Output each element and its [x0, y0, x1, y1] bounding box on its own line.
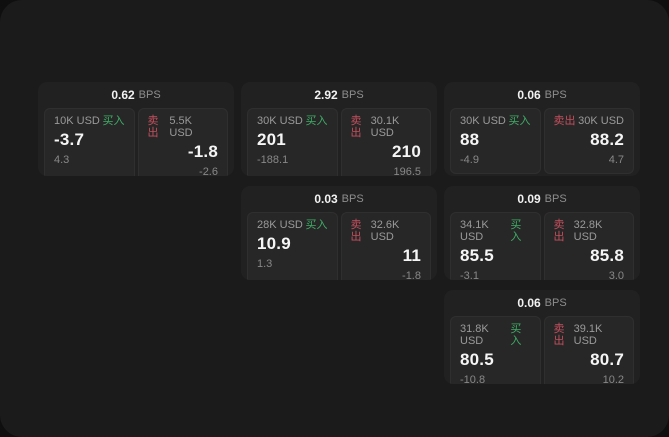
- bps-unit-label: BPS: [138, 89, 161, 101]
- sell-panel[interactable]: 卖出 30K USD 88.2 4.7: [543, 108, 634, 174]
- buy-panel[interactable]: 34.1K USD 买入 85.5 -3.1: [450, 212, 541, 280]
- buy-panel[interactable]: 30K USD 买入 201 -188.1: [247, 108, 338, 176]
- buy-price: 88: [460, 130, 480, 149]
- sell-price: 88.2: [590, 130, 624, 149]
- buy-label: 买入: [305, 115, 328, 127]
- sell-change: 3.0: [608, 270, 624, 280]
- sell-panel[interactable]: 卖出 39.1K USD 80.7 10.2: [543, 316, 634, 384]
- sell-change: -2.6: [199, 166, 218, 176]
- bps-value: 0.03: [314, 192, 338, 206]
- sell-price: -1.8: [187, 142, 218, 161]
- sell-price: 11: [402, 246, 421, 265]
- buy-label: 买入: [510, 323, 522, 347]
- buy-label: 买入: [102, 115, 125, 127]
- quote-card-4: 0.03 BPS 28K USD 买入 10.9 1.3 卖出 32.6K US…: [241, 186, 437, 280]
- sell-label: 卖出: [147, 115, 159, 139]
- buy-price: 10.9: [257, 234, 291, 253]
- sell-label: 卖出: [350, 115, 362, 139]
- buy-amount: 30K USD: [257, 115, 303, 127]
- sell-change: 196.5: [393, 166, 421, 176]
- quote-card-6: 0.06 BPS 31.8K USD 买入 80.5 -10.8 卖出 39.1…: [444, 290, 640, 384]
- buy-change: -3.1: [460, 270, 479, 280]
- sell-panel[interactable]: 卖出 32.8K USD 85.8 3.0: [543, 212, 634, 280]
- buy-label: 买入: [305, 219, 328, 231]
- buy-panel[interactable]: 10K USD 买入 -3.7 4.3: [44, 108, 135, 176]
- quote-card-3: 0.06 BPS 30K USD 买入 88 -4.9 卖出 30K USD: [444, 82, 640, 176]
- bps-header: 0.03 BPS: [241, 186, 437, 212]
- buy-price: 85.5: [460, 246, 494, 265]
- sell-label: 卖出: [553, 115, 576, 127]
- sell-amount: 5.5K USD: [169, 115, 193, 139]
- sell-panel[interactable]: 卖出 5.5K USD -1.8 -2.6: [137, 108, 228, 176]
- quote-card-2: 2.92 BPS 30K USD 买入 201 -188.1 卖出 30.1K …: [241, 82, 437, 176]
- buy-label: 买入: [510, 219, 522, 243]
- bps-unit-label: BPS: [341, 193, 364, 205]
- bps-value: 0.06: [517, 296, 541, 310]
- buy-amount: 34.1K USD: [460, 219, 489, 243]
- sell-panel[interactable]: 卖出 32.6K USD 11 -1.8: [340, 212, 431, 280]
- buy-amount: 31.8K USD: [460, 323, 489, 347]
- sell-change: -1.8: [402, 270, 421, 280]
- sell-amount: 39.1K USD: [573, 323, 603, 347]
- sell-change: 10.2: [602, 374, 624, 384]
- bps-unit-label: BPS: [544, 297, 567, 309]
- buy-amount: 30K USD: [460, 115, 506, 127]
- sell-amount: 32.8K USD: [573, 219, 603, 243]
- buy-change: -188.1: [257, 154, 289, 166]
- bps-header: 0.62 BPS: [38, 82, 234, 108]
- sell-price: 80.7: [590, 350, 624, 369]
- quote-grid: 0.62 BPS 10K USD 买入 -3.7 4.3 卖出 5.5K USD: [38, 82, 640, 384]
- quote-card-5: 0.09 BPS 34.1K USD 买入 85.5 -3.1 卖出 32.8K…: [444, 186, 640, 280]
- bps-value: 0.09: [517, 192, 541, 206]
- sell-change: 4.7: [608, 154, 624, 166]
- buy-panel[interactable]: 31.8K USD 买入 80.5 -10.8: [450, 316, 541, 384]
- buy-panel[interactable]: 28K USD 买入 10.9 1.3: [247, 212, 338, 280]
- buy-change: 1.3: [257, 258, 273, 270]
- bps-header: 0.06 BPS: [444, 290, 640, 316]
- sell-label: 卖出: [350, 219, 362, 243]
- sell-panel[interactable]: 卖出 30.1K USD 210 196.5: [340, 108, 431, 176]
- sell-label: 卖出: [553, 219, 565, 243]
- sell-price: 85.8: [590, 246, 624, 265]
- bps-value: 0.62: [111, 88, 135, 102]
- buy-label: 买入: [508, 115, 531, 127]
- buy-change: -4.9: [460, 154, 479, 166]
- sell-price: 210: [392, 142, 421, 161]
- bps-value: 2.92: [314, 88, 338, 102]
- buy-change: 4.3: [54, 154, 70, 166]
- bps-header: 2.92 BPS: [241, 82, 437, 108]
- bps-value: 0.06: [517, 88, 541, 102]
- buy-change: -10.8: [460, 374, 486, 384]
- sell-amount: 32.6K USD: [370, 219, 400, 243]
- buy-price: -3.7: [54, 130, 85, 149]
- quote-card-1: 0.62 BPS 10K USD 买入 -3.7 4.3 卖出 5.5K USD: [38, 82, 234, 176]
- bps-unit-label: BPS: [544, 193, 567, 205]
- buy-amount: 28K USD: [257, 219, 303, 231]
- bps-unit-label: BPS: [544, 89, 567, 101]
- bps-header: 0.09 BPS: [444, 186, 640, 212]
- buy-price: 201: [257, 130, 286, 149]
- buy-panel[interactable]: 30K USD 买入 88 -4.9: [450, 108, 541, 174]
- sell-amount: 30.1K USD: [370, 115, 400, 139]
- sell-amount: 30K USD: [578, 115, 624, 127]
- buy-amount: 10K USD: [54, 115, 100, 127]
- bps-header: 0.06 BPS: [444, 82, 640, 108]
- sell-label: 卖出: [553, 323, 565, 347]
- bps-unit-label: BPS: [341, 89, 364, 101]
- buy-price: 80.5: [460, 350, 494, 369]
